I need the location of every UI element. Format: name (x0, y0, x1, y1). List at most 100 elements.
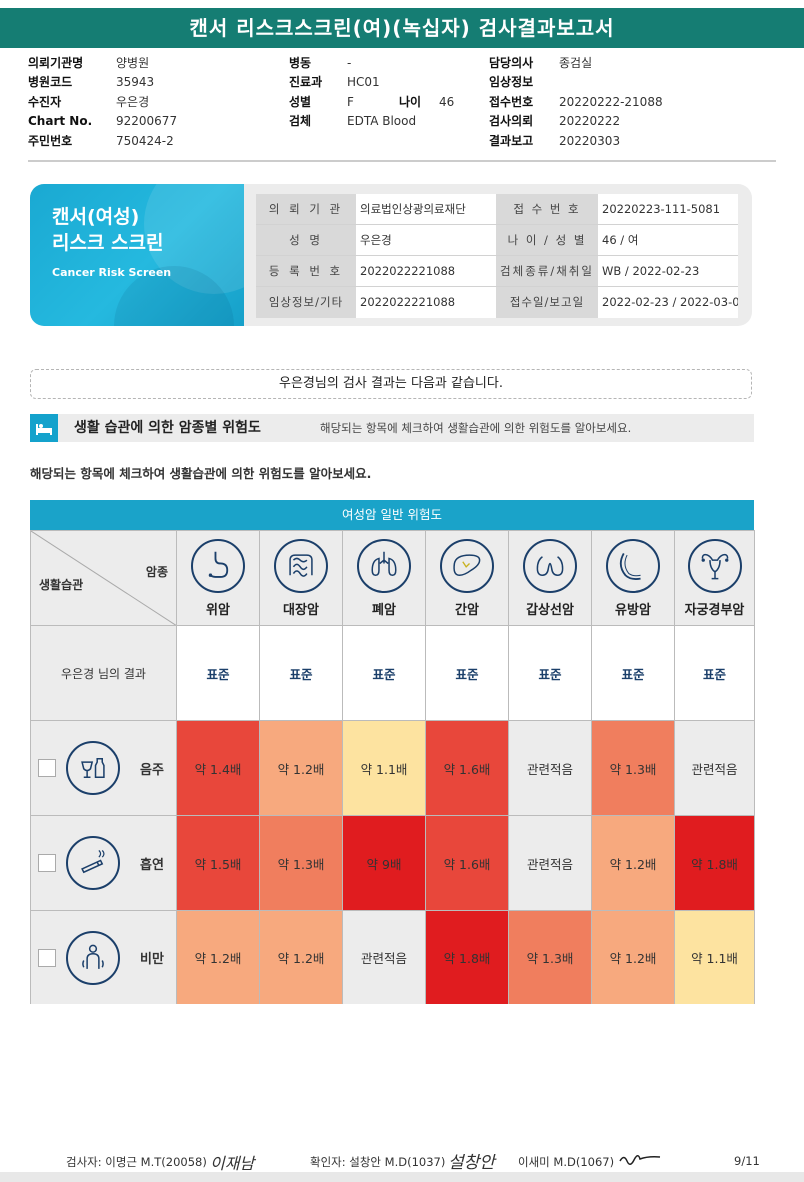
cancer-header: 대장암 (260, 530, 343, 625)
bed-icon (30, 414, 58, 442)
meta-row: 임상정보 (489, 73, 663, 92)
meta-label: 접수번호 (489, 94, 534, 109)
meta-row: Chart No. 92200677 (28, 112, 177, 131)
info-row: 의 뢰 기 관 의료법인상광의료재단 접 수 번 호 20220223-111-… (256, 194, 738, 225)
info-key: 접수일/보고일 (496, 287, 598, 318)
habit-label: 음주 (140, 762, 164, 778)
meta-value: F (347, 94, 354, 109)
risk-cell: 약 1.3배 (260, 815, 343, 910)
smoking-icon (66, 836, 120, 890)
meta-label: 결과보고 (489, 133, 534, 148)
info-row: 성 명 우은경 나 이 / 성 별 46 / 여 (256, 225, 738, 256)
liver-icon (440, 538, 494, 593)
meta-row: 접수번호 20220222-21088 (489, 93, 663, 112)
meta-row: 의뢰기관명 양병원 (28, 54, 177, 73)
section-heading: 생활 습관에 의한 암종별 위험도 (74, 420, 261, 436)
meta-label: Chart No. (28, 114, 93, 129)
meta-row: 진료과 HC01 (289, 73, 454, 92)
meta-value: 20220222-21088 (559, 94, 663, 109)
info-key: 나 이 / 성 별 (496, 225, 598, 255)
meta-row: 주민번호 750424-2 (28, 132, 177, 151)
risk-cell: 약 1.3배 (592, 720, 675, 815)
result-cell: 표준 (509, 625, 592, 720)
cancer-header: 갑상선암 (509, 530, 592, 625)
corner-top-label: 암종 (145, 565, 168, 579)
meta-label: 임상정보 (489, 75, 534, 90)
info-value: 우은경 (356, 225, 496, 255)
inspector-signature: 이재남 (210, 1154, 255, 1173)
cancer-label: 위암 (206, 602, 230, 618)
info-value: 2022022221088 (356, 256, 496, 286)
age-label: 나이 (399, 94, 422, 109)
page-number: 9/11 (734, 1154, 760, 1168)
meta-value: 92200677 (116, 114, 178, 129)
info-key: 의 뢰 기 관 (256, 194, 356, 224)
banner-brand: 캔서(여성) 리스크 스크린 Cancer Risk Screen (30, 184, 244, 326)
thyroid-icon (523, 538, 577, 593)
meta-row: 결과보고 20220303 (489, 132, 663, 151)
meta-label: 의뢰기관명 (28, 56, 84, 70)
result-cell: 표준 (343, 625, 426, 720)
meta-row: 검체 EDTA Blood (289, 112, 454, 131)
habit-label: 비만 (140, 952, 164, 967)
meta-label: 검사의뢰 (489, 114, 534, 129)
meta-value: HC01 (347, 75, 380, 90)
uterus-icon (687, 538, 742, 593)
info-key: 검체종류/채취일 (496, 256, 598, 286)
info-value: 20220223-111-5081 (598, 194, 738, 224)
result-summary: 우은경님의 검사 결과는 다음과 같습니다. (30, 369, 752, 399)
meta-value: 양병원 (116, 56, 150, 70)
habit-checkbox[interactable] (38, 854, 56, 872)
meta-label: 병동 (289, 56, 312, 70)
confirmer-2-signature (618, 1152, 662, 1169)
risk-cell: 약 1.6배 (426, 720, 509, 815)
risk-cell: 관련적음 (343, 910, 426, 1004)
meta-row: 성별 F 나이 46 (289, 93, 454, 112)
breast-icon (606, 538, 660, 593)
lung-icon (357, 538, 411, 593)
cancer-label: 간암 (455, 602, 479, 618)
info-row: 등 록 번 호 2022022221088 검체종류/채취일 WB / 2022… (256, 256, 738, 287)
info-value: 46 / 여 (598, 225, 738, 255)
meta-label: 수진자 (28, 94, 62, 109)
meta-value: - (347, 56, 352, 70)
section-header: 생활 습관에 의한 암종별 위험도 해당되는 항목에 체크하여 생활습관에 의한… (30, 414, 754, 442)
inspector: 검사자: 이명근 M.T(20058) (66, 1155, 207, 1169)
meta-col-2: 병동 - 진료과 HC01 성별 F 나이 46 검체 EDTA Blood (289, 54, 454, 132)
meta-label: 담당의사 (489, 56, 534, 70)
obesity-icon (66, 930, 120, 985)
habit-checkbox[interactable] (38, 948, 56, 967)
cancer-header: 유방암 (592, 530, 675, 625)
bottom-rule (0, 1172, 804, 1182)
meta-value: 20220222 (559, 114, 621, 129)
corner-bottom-label: 생활습관 (39, 578, 84, 592)
risk-cell: 관련적음 (509, 720, 592, 815)
cancer-label: 갑상선암 (526, 602, 574, 618)
cancer-header: 간암 (426, 530, 509, 625)
info-key: 성 명 (256, 225, 356, 255)
habit-checkbox[interactable] (38, 759, 56, 777)
meta-row: 담당의사 종검실 (489, 54, 663, 73)
confirmer-2: 이새미 M.D(1067) (518, 1155, 615, 1169)
result-cell: 표준 (592, 625, 675, 720)
footer: 검사자: 이명근 M.T(20058) 이재남 확인자: 설창안 M.D(103… (0, 1150, 804, 1174)
confirmer: 확인자: 설창안 M.D(1037) (310, 1155, 446, 1169)
banner-subtitle: Cancer Risk Screen (52, 266, 172, 279)
divider (28, 160, 776, 162)
instruction-text: 해당되는 항목에 체크하여 생활습관에 의한 위험도를 알아보세요. (30, 466, 372, 481)
meta-value: 종검실 (559, 56, 593, 70)
risk-grid: 암종 생활습관 위암 대장암 폐암 간암 갑상선암 유방암 자궁경부암 우은경 님의 결과 표준… (30, 530, 755, 1004)
result-cell: 표준 (426, 625, 509, 720)
risk-cell: 약 1.2배 (592, 910, 675, 1004)
age-value: 46 (439, 94, 455, 109)
meta-value: EDTA Blood (347, 114, 417, 129)
banner-info-grid: 의 뢰 기 관 의료법인상광의료재단 접 수 번 호 20220223-111-… (256, 194, 738, 318)
confirmer-signature: 설창안 (448, 1153, 495, 1173)
risk-cell: 약 9배 (343, 815, 426, 910)
cancer-label: 폐암 (372, 602, 396, 618)
patient-meta: 의뢰기관명 양병원 병원코드 35943 수진자 우은경 Chart No. 92200… (28, 54, 788, 152)
risk-cell: 관련적음 (675, 720, 755, 815)
risk-cell: 약 1.5배 (177, 815, 260, 910)
meta-row: 병동 - (289, 54, 454, 73)
risk-cell: 약 1.2배 (177, 910, 260, 1004)
